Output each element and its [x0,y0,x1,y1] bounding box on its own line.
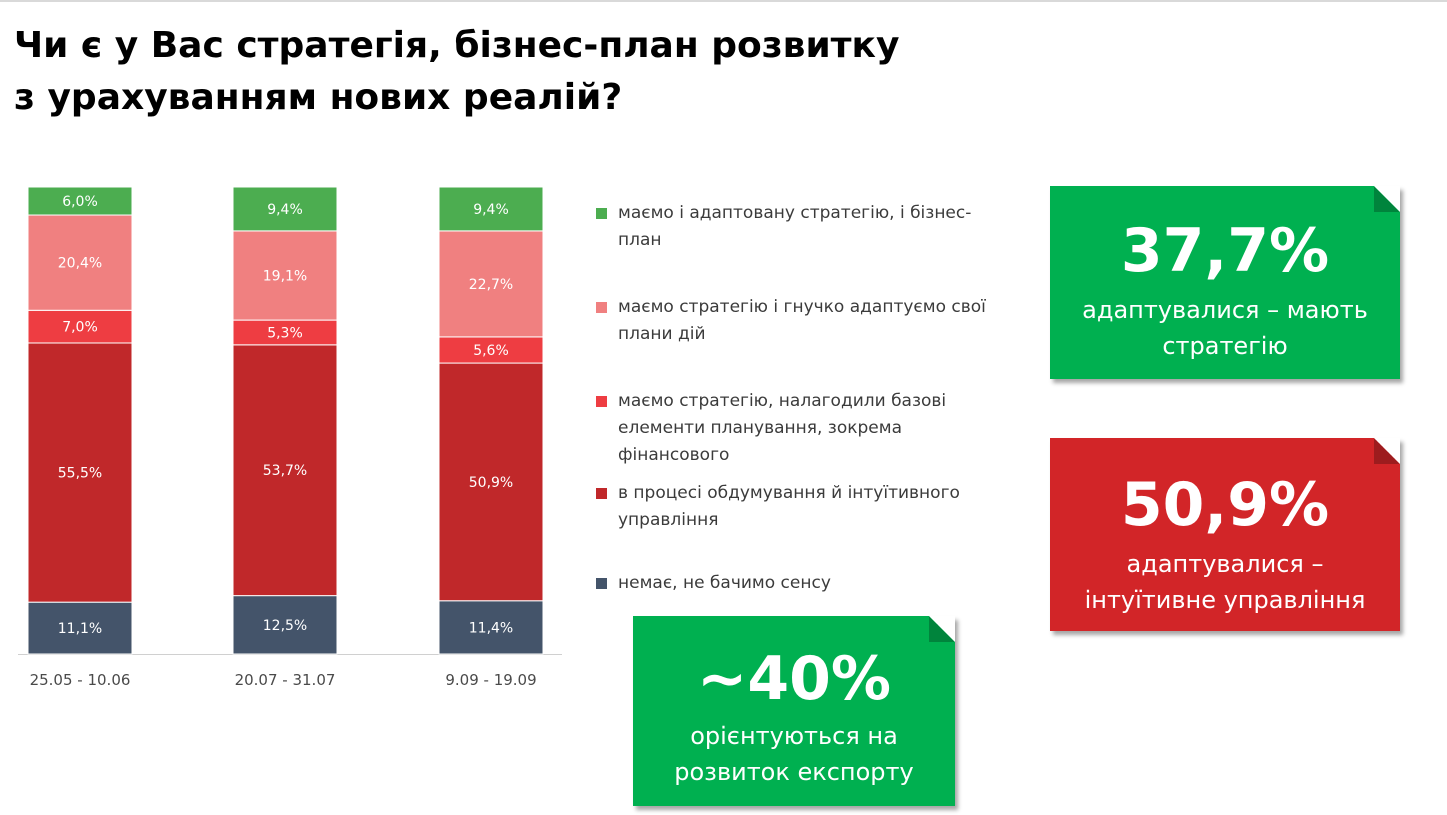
callout-intuitive: 50,9% адаптувалися – інтуїтивне управлін… [1050,438,1400,631]
x-tick-label: 20.07 - 31.07 [235,671,336,689]
page-title-line-1: Чи є у Вас стратегія, бізнес-план розвит… [14,25,900,66]
bar-data-label: 9,4% [267,202,303,218]
legend-label: фінансового [618,445,730,465]
callout-export: ~40% орієнтуються на розвиток експорту [633,616,955,806]
legend-label: маємо і адаптовану стратегію, і бізнес- [618,203,972,223]
callout-adapted: 37,7% адаптувалися – мають стратегію [1050,186,1400,379]
callout-fold [1374,438,1400,464]
bar-segment [232,319,338,346]
legend-label: план [618,230,662,250]
callout-fold-shade [1374,186,1400,212]
bar-data-label: 12,5% [263,618,307,634]
callout-intuitive-line-1: адаптувалися – [1126,550,1324,578]
legend-label: в процесі обдумування й інтуїтивного [618,483,960,503]
bar-segment [27,186,133,216]
bar-segment [438,186,544,232]
legend-swatch [596,208,607,219]
legend-swatch [596,302,607,313]
bar-segment [27,601,133,655]
callout-fold [1374,186,1400,212]
bar-segment [232,230,338,321]
legend-swatch [596,578,607,589]
bar-segment [438,362,544,602]
legend-item: маємо стратегію і гнучко адаптуємо свої п… [596,294,1016,348]
callout-adapted-line-2: стратегію [1162,332,1288,360]
bar-data-label: 20,4% [58,256,102,272]
bar-segment [232,186,338,232]
bar-data-label: 53,7% [263,463,307,479]
x-tick-label: 25.05 - 10.06 [30,671,131,689]
bar-data-label: 22,7% [469,277,513,293]
bar-data-label: 50,9% [469,475,513,491]
legend-item: немає, не бачимо сенсу [596,570,1016,597]
page-title-line-2: з урахуванням нових реалій? [14,77,623,118]
callout-intuitive-line-2: інтуїтивне управління [1084,586,1366,614]
bar-segment [232,595,338,655]
legend-swatch [596,488,607,499]
callout-intuitive-value: 50,9% [1120,470,1330,540]
x-tick-label: 9.09 - 19.09 [445,671,536,689]
callout-export-value: ~40% [697,644,891,714]
stacked-bar-chart: 11,1% 55,5% 7,0% 20,4% 6,0% 25.05 - 10.06 12,5… [18,186,562,689]
bar-data-label: 11,1% [58,621,102,637]
legend-item: маємо стратегію, налагодили базові елемен… [596,388,1016,469]
callout-export-line-1: орієнтуються на [690,722,898,750]
bar-segment [27,214,133,311]
callout-fold [929,616,955,642]
legend-label: елементи планування, зокрема [618,418,903,438]
callout-fold-shade [929,616,955,642]
callout-adapted-line-1: адаптувалися – мають [1082,296,1368,324]
callout-fold-shade [1374,438,1400,464]
bar-data-label: 6,0% [62,194,98,210]
legend-label: немає, не бачимо сенсу [618,573,831,593]
bar-segment [438,336,544,364]
legend-item: маємо і адаптовану стратегію, і бізнес-п… [596,200,1016,254]
callout-adapted-value: 37,7% [1120,216,1330,286]
top-divider [0,0,1447,2]
bar-segment [438,600,544,655]
bar-segment [438,230,544,338]
bar-data-label: 55,5% [58,466,102,482]
bar-data-label: 5,6% [473,343,509,359]
legend-label: маємо стратегію і гнучко адаптуємо свої [618,297,986,317]
legend-label: плани дій [618,324,706,344]
bar-data-label: 5,3% [267,325,303,341]
page-title: Чи є у Вас стратегія, бізнес-план розвит… [14,20,1014,124]
legend-label: управління [618,510,719,530]
bar-segment [27,342,133,603]
callout-export-line-2: розвиток експорту [674,758,914,786]
bar-data-label: 7,0% [62,320,98,336]
legend-label: маємо стратегію, налагодили базові [618,391,947,411]
bar-data-label: 9,4% [473,202,509,218]
legend-swatch [596,396,607,407]
bar-data-label: 11,4% [469,620,513,636]
legend-item: в процесі обдумування й інтуїтивного упра… [596,480,1016,534]
bar-segment [232,344,338,597]
bar-data-label: 19,1% [263,268,307,284]
